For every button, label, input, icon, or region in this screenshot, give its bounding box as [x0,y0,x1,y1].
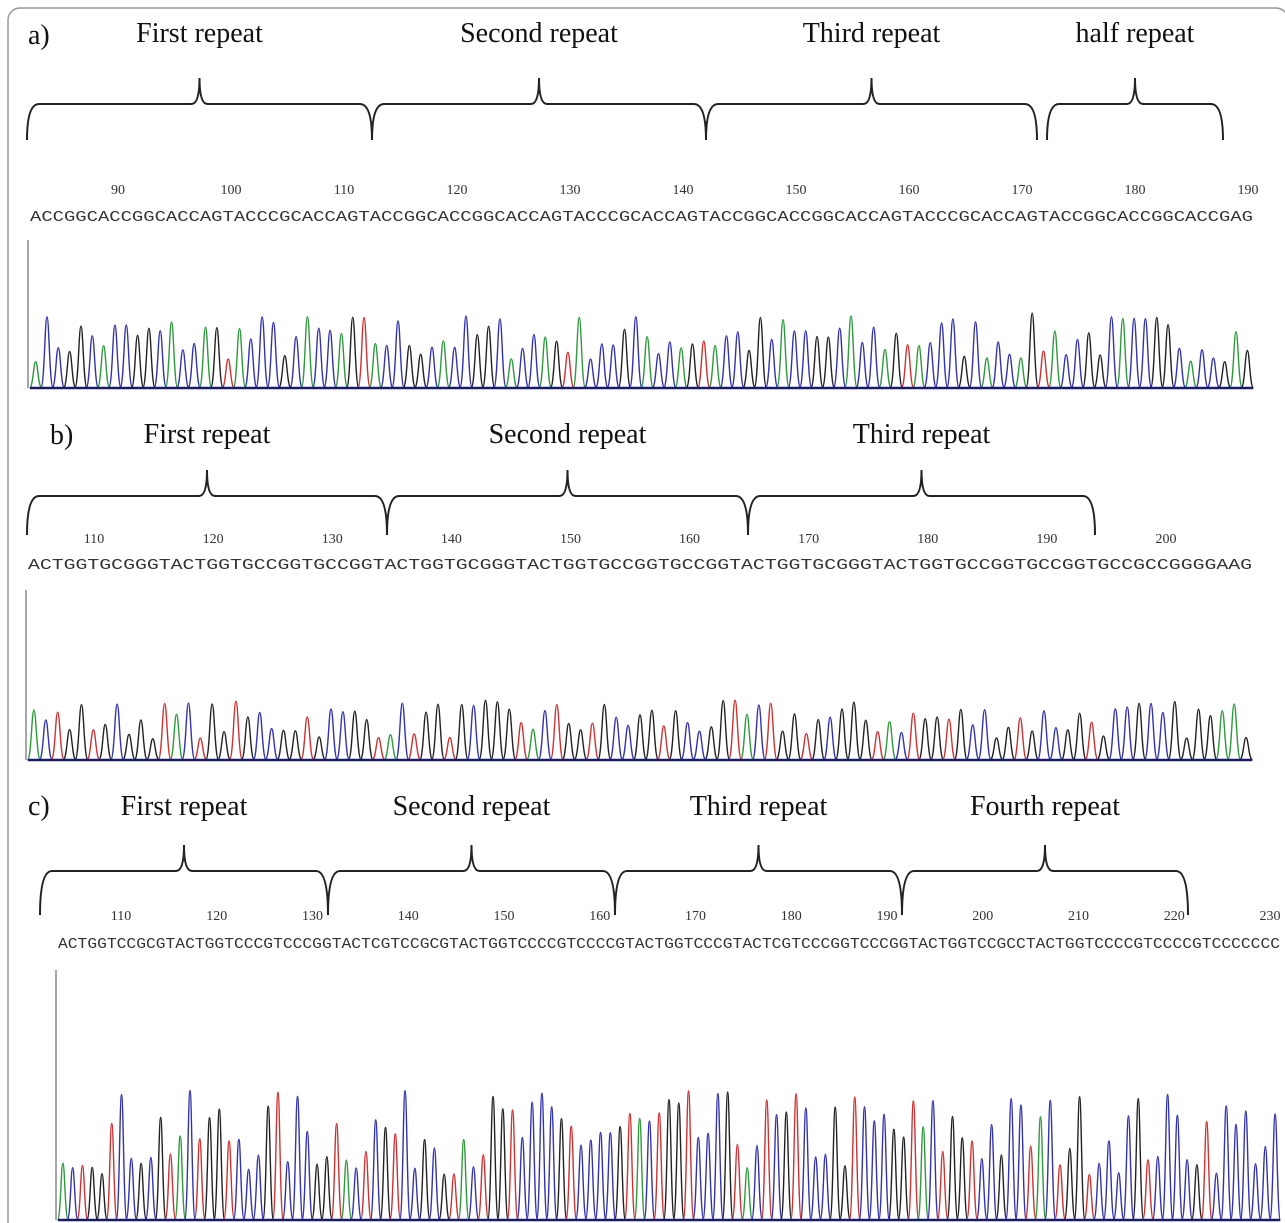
position-number: 200 [972,909,993,924]
repeat-label: Fourth repeat [970,791,1120,822]
position-number: 140 [441,532,462,547]
sequence: ACTGGTCCGCGTACTGGTCCCGTCCCGGTACTCGTCCGCG… [58,936,1280,953]
position-number: 170 [1012,183,1033,198]
sequence: ACTGGTGCGGGTACTGGTGCCGGTGCCGGTACTGGTGCGG… [28,557,1252,574]
position-number: 150 [560,532,581,547]
repeat-label: Second repeat [393,791,551,822]
position-number: 220 [1164,909,1185,924]
sequence: ACCGGCACCGGCACCAGTACCCGCACCAGTACCGGCACCG… [30,209,1253,226]
position-number: 180 [1125,183,1146,198]
position-number: 190 [877,909,898,924]
position-number: 110 [84,532,104,547]
repeat-label: Second repeat [489,419,647,450]
position-number: 140 [673,183,694,198]
repeat-label: Third repeat [690,791,828,822]
position-number: 110 [111,909,131,924]
panel-label: b) [50,420,73,451]
repeat-label: First repeat [144,419,271,450]
position-number: 170 [798,532,819,547]
position-number: 190 [1036,532,1057,547]
position-number: 90 [111,183,125,198]
position-number: 160 [899,183,920,198]
position-number: 160 [589,909,610,924]
repeat-label: First repeat [121,791,248,822]
position-number: 130 [560,183,581,198]
repeat-label: Second repeat [460,18,618,49]
position-number: 190 [1238,183,1259,198]
position-number: 210 [1068,909,1089,924]
position-number: 140 [398,909,419,924]
repeat-label: Third repeat [803,18,941,49]
position-number: 180 [781,909,802,924]
position-number: 100 [221,183,242,198]
position-number: 120 [206,909,227,924]
position-number: 130 [302,909,323,924]
repeat-label: First repeat [136,18,263,49]
frame [8,8,1285,1223]
position-number: 150 [494,909,515,924]
position-number: 160 [679,532,700,547]
repeat-label: Third repeat [853,419,991,450]
position-number: 170 [685,909,706,924]
position-number: 130 [322,532,343,547]
panel-label: a) [28,20,50,51]
position-number: 150 [786,183,807,198]
figure: a) First repeat Second repeat Third repeat h… [0,0,1285,1223]
position-number: 120 [447,183,468,198]
panel-label: c) [28,791,50,822]
position-number: 120 [203,532,224,547]
position-number: 110 [334,183,354,198]
position-number: 230 [1260,909,1281,924]
position-number: 200 [1156,532,1177,547]
position-number: 180 [917,532,938,547]
repeat-label: half repeat [1076,18,1195,49]
